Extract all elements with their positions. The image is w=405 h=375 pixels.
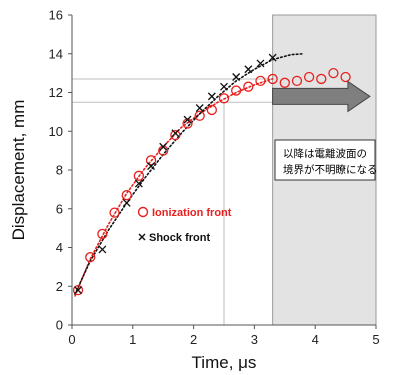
- point-ionization-17: [279, 77, 290, 88]
- point-shock-1: [98, 245, 107, 254]
- legend-label-ionization: Ionization front: [152, 207, 232, 219]
- point-ionization-19: [303, 71, 315, 83]
- legend: Ionization front Shock front: [137, 206, 232, 244]
- legend-marker-shock: [138, 233, 146, 241]
- point-ionization-6: [145, 155, 157, 166]
- point-shock-14: [268, 53, 277, 62]
- x-tick-label-0: 0: [68, 332, 75, 347]
- x-tick-label-2: 2: [190, 332, 197, 347]
- point-ionization-12: [218, 93, 230, 104]
- x-tick-label-4: 4: [312, 332, 319, 347]
- annotation-box: 以降は電離波面の 境界が不明瞭になる: [274, 139, 378, 181]
- y-tick-label-4: 8: [56, 163, 63, 178]
- point-shock-5: [159, 142, 168, 151]
- point-shock-12: [244, 65, 253, 74]
- point-ionization-8: [170, 129, 181, 141]
- point-shock-7: [183, 115, 192, 124]
- y-tick-label-8: 16: [49, 8, 63, 23]
- y-tick-label-2: 4: [56, 240, 63, 255]
- point-shock-2: [122, 198, 131, 207]
- data-points: [72, 53, 351, 296]
- point-ionization-3: [109, 207, 120, 218]
- point-shock-0: [74, 286, 83, 295]
- point-ionization-18: [291, 75, 303, 87]
- x-tick-label-1: 1: [129, 332, 136, 347]
- point-ionization-10: [194, 110, 205, 121]
- y-tick-label-3: 6: [56, 201, 63, 216]
- annotation-line-1: 以降は電離波面の: [283, 147, 367, 160]
- point-shock-4: [147, 162, 155, 171]
- x-tick-label-5: 5: [372, 332, 379, 347]
- legend-label-shock: Shock front: [149, 232, 210, 244]
- y-tick-label-5: 10: [49, 124, 63, 139]
- annotation-line-2: 境界が不明瞭になる: [283, 163, 378, 176]
- legend-marker-ionization: [137, 206, 149, 218]
- point-shock-13: [256, 59, 265, 68]
- point-ionization-22: [340, 71, 351, 83]
- point-ionization-21: [328, 67, 339, 79]
- point-ionization-16: [267, 73, 278, 85]
- y-tick-label-0: 0: [56, 318, 63, 333]
- point-ionization-2: [97, 228, 108, 240]
- fit-curves: [74, 53, 304, 297]
- point-ionization-14: [243, 81, 254, 92]
- x-tick-label-3: 3: [251, 332, 258, 347]
- point-shock-8: [195, 104, 204, 112]
- point-ionization-13: [231, 85, 242, 96]
- point-ionization-5: [133, 170, 145, 181]
- point-shock-3: [134, 179, 143, 188]
- point-ionization-4: [121, 190, 132, 201]
- y-tick-label-6: 12: [49, 85, 63, 100]
- point-shock-9: [207, 92, 216, 101]
- fit-curve-0: [74, 78, 274, 297]
- point-ionization-0: [72, 284, 84, 296]
- point-ionization-11: [206, 104, 217, 116]
- reference-lines: [72, 78, 273, 325]
- point-shock-6: [171, 129, 180, 138]
- annotation-arrow: [272, 80, 371, 113]
- x-axis-title: Time, μs: [192, 353, 257, 372]
- y-tick-label-7: 14: [49, 46, 63, 61]
- y-tick-label-1: 2: [56, 279, 63, 294]
- point-ionization-15: [255, 75, 266, 87]
- point-ionization-1: [85, 252, 96, 263]
- point-shock-10: [220, 82, 228, 91]
- point-shock-11: [232, 73, 241, 81]
- y-axis-title: Displacement, mm: [9, 100, 28, 241]
- fit-curve-1: [74, 53, 304, 295]
- annotation-box-frame: [274, 139, 376, 181]
- point-ionization-20: [316, 73, 327, 85]
